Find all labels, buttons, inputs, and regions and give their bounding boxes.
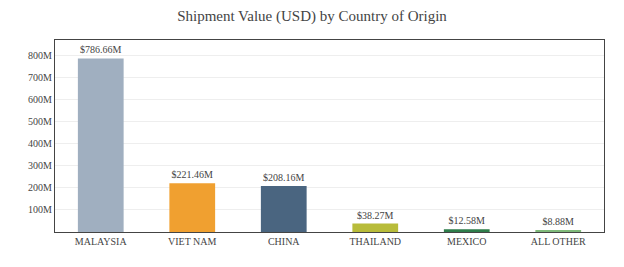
svg-text:$12.58M: $12.58M (449, 215, 486, 226)
svg-text:$786.66M: $786.66M (80, 44, 122, 55)
svg-text:200M: 200M (28, 182, 52, 193)
svg-text:$8.88M: $8.88M (543, 216, 575, 227)
svg-text:100M: 100M (28, 204, 52, 215)
svg-text:THAILAND: THAILAND (349, 236, 401, 247)
svg-text:VIET NAM: VIET NAM (168, 236, 217, 247)
svg-text:MEXICO: MEXICO (447, 236, 486, 247)
svg-text:$208.16M: $208.16M (263, 172, 305, 183)
svg-text:CHINA: CHINA (268, 236, 300, 247)
svg-text:400M: 400M (28, 138, 52, 149)
svg-text:MALAYSIA: MALAYSIA (75, 236, 128, 247)
svg-text:700M: 700M (28, 72, 52, 83)
svg-text:$38.27M: $38.27M (357, 210, 394, 221)
svg-text:Shipment Value (USD) by Countr: Shipment Value (USD) by Country of Origi… (177, 8, 447, 25)
svg-text:800M: 800M (28, 50, 52, 61)
svg-text:600M: 600M (28, 94, 52, 105)
svg-text:$221.46M: $221.46M (172, 169, 214, 180)
svg-text:ALL OTHER: ALL OTHER (531, 236, 586, 247)
svg-text:500M: 500M (28, 116, 52, 127)
svg-text:300M: 300M (28, 160, 52, 171)
